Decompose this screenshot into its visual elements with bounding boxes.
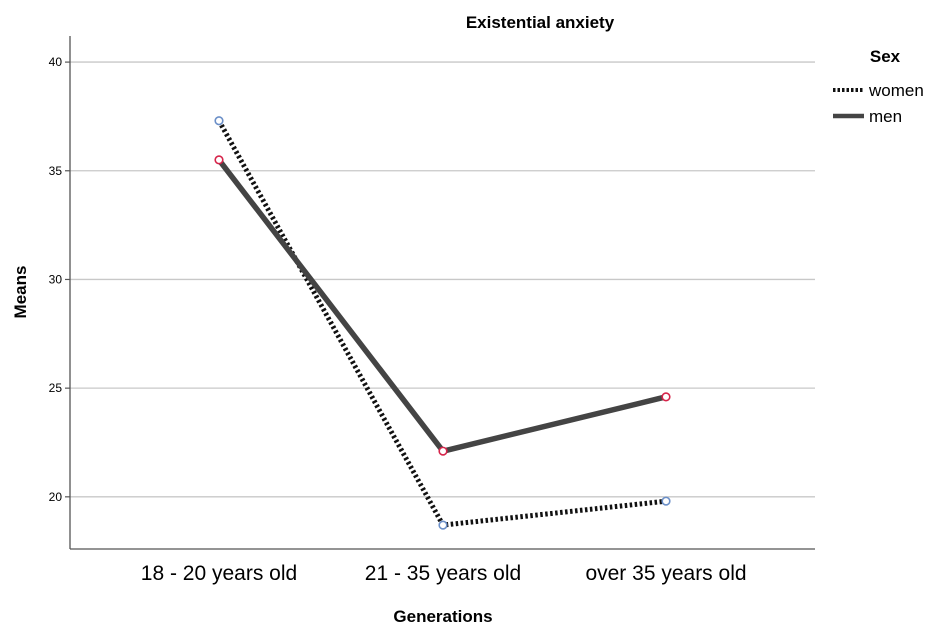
y-tick-labels: 20 25 30 35 40 — [49, 55, 70, 504]
x-tick-label: 21 - 35 years old — [365, 562, 521, 585]
y-tick-label-25: 25 — [49, 381, 63, 395]
axes — [69, 36, 815, 550]
legend-title: Sex — [870, 47, 901, 66]
y-tick-label-40: 40 — [49, 55, 63, 69]
data-point-women — [661, 496, 671, 506]
data-point-men — [438, 446, 448, 456]
series-line-men — [216, 157, 669, 454]
series-line-women — [216, 119, 667, 528]
data-point-men — [214, 155, 224, 165]
series-lines — [216, 119, 669, 528]
legend-label-women: women — [868, 81, 924, 100]
gridlines — [70, 61, 815, 498]
legend: Sex women men — [833, 47, 924, 126]
data-point-women — [438, 520, 448, 530]
y-axis-title: Means — [11, 266, 30, 319]
chart-title: Existential anxiety — [466, 13, 615, 32]
data-point-women — [214, 116, 224, 126]
x-tick-labels: 18 - 20 years old 21 - 35 years old over 3… — [141, 562, 747, 585]
legend-items: women men — [833, 81, 924, 126]
legend-label-men: men — [869, 107, 902, 126]
x-axis-title: Generations — [393, 607, 492, 626]
y-tick-label-35: 35 — [49, 164, 63, 178]
series-markers — [214, 116, 671, 530]
y-tick-label-20: 20 — [49, 490, 63, 504]
data-point-men — [661, 392, 671, 402]
y-tick-label-30: 30 — [49, 272, 63, 286]
x-tick-label: 18 - 20 years old — [141, 562, 297, 585]
x-tick-label: over 35 years old — [585, 562, 746, 585]
